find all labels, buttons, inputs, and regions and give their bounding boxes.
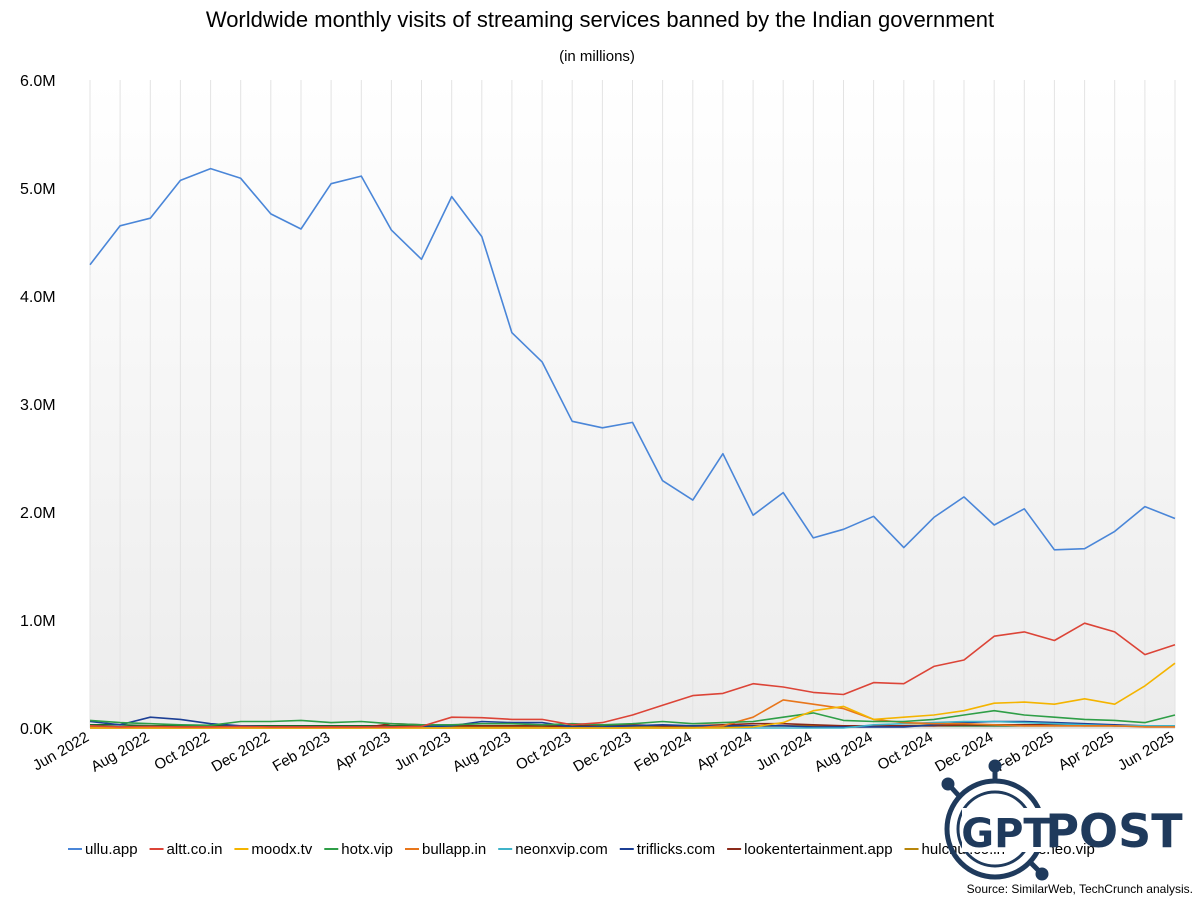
chart-title: Worldwide monthly visits of streaming se…	[206, 7, 994, 32]
legend-label: triflicks.com	[637, 841, 715, 858]
series-line-altt.co.in	[89, 622, 1176, 728]
y-tick-label: 5.0M	[20, 181, 56, 198]
series-line-ullu.app	[89, 167, 1176, 551]
x-tick-label: Dec 2023	[570, 729, 634, 776]
legend-label: ullu.app	[85, 841, 138, 858]
x-tick-label: Aug 2023	[450, 729, 514, 776]
y-tick-label: 6.0M	[20, 73, 56, 90]
series-line-moodx.tv	[90, 662, 1176, 729]
x-tick-label: Oct 2023	[513, 729, 574, 774]
y-tick-label: 4.0M	[20, 289, 56, 306]
y-axis: 0.0K 1.0M 2.0M 3.0M 4.0M 5.0M 6.0M	[20, 73, 56, 738]
x-tick-label: Oct 2024	[875, 729, 936, 774]
legend: ullu.app altt.co.in moodx.tv hotx.vip bullap…	[68, 841, 1095, 858]
legend-item-neonxvip.com[interactable]: neonxvip.com	[498, 841, 608, 858]
y-tick-label: 2.0M	[20, 505, 56, 522]
x-tick-label: Apr 2024	[694, 729, 755, 774]
legend-item-bullapp.in[interactable]: bullapp.in	[404, 841, 486, 858]
legend-item-triflicks.com[interactable]: triflicks.com	[619, 841, 715, 858]
legend-label: lookentertainment.app	[744, 841, 892, 858]
x-tick-label: Dec 2024	[932, 729, 996, 776]
legend-label: altt.co.in	[167, 841, 223, 858]
legend-item-moodx.tv[interactable]: moodx.tv	[234, 841, 313, 858]
gpt-post-logo: GPT POST	[941, 759, 1183, 881]
chart-subtitle: (in millions)	[559, 48, 635, 65]
x-tick-label: Oct 2022	[151, 729, 212, 774]
legend-item-ullu.app[interactable]: ullu.app	[68, 841, 138, 858]
legend-item-altt.co.in[interactable]: altt.co.in	[149, 841, 223, 858]
x-tick-label: Apr 2023	[332, 729, 393, 774]
source-note: Source: SimilarWeb, TechCrunch analysis.	[967, 882, 1193, 896]
legend-label: neonxvip.com	[515, 841, 608, 858]
y-tick-label: 1.0M	[20, 613, 56, 630]
legend-label: bullapp.in	[422, 841, 486, 858]
x-tick-label: Jun 2025	[1115, 729, 1177, 775]
x-tick-label: Dec 2022	[209, 729, 273, 776]
series-line-hotx.vip	[89, 709, 1176, 727]
x-tick-label: Feb 2023	[270, 729, 333, 775]
y-tick-label: 0.0K	[20, 721, 53, 738]
legend-label: moodx.tv	[251, 841, 312, 858]
legend-label: hotx.vip	[341, 841, 393, 858]
logo-text-gpt: GPT	[961, 811, 1051, 857]
logo-text-post: POST	[1045, 804, 1183, 858]
x-tick-label: Jun 2023	[392, 729, 454, 775]
grid-lines	[89, 80, 1176, 729]
x-tick-label: Aug 2024	[811, 729, 875, 776]
legend-item-lookentertainment.app[interactable]: lookentertainment.app	[727, 841, 893, 858]
legend-item-hotx.vip[interactable]: hotx.vip	[324, 841, 393, 858]
x-tick-label: Jun 2024	[753, 729, 815, 775]
x-tick-label: Feb 2024	[631, 729, 694, 775]
x-tick-label: Apr 2025	[1055, 729, 1116, 774]
x-tick-label: Aug 2022	[88, 729, 152, 776]
series-lines	[89, 167, 1176, 729]
y-tick-label: 3.0M	[20, 397, 56, 414]
x-tick-label: Feb 2025	[993, 729, 1056, 775]
